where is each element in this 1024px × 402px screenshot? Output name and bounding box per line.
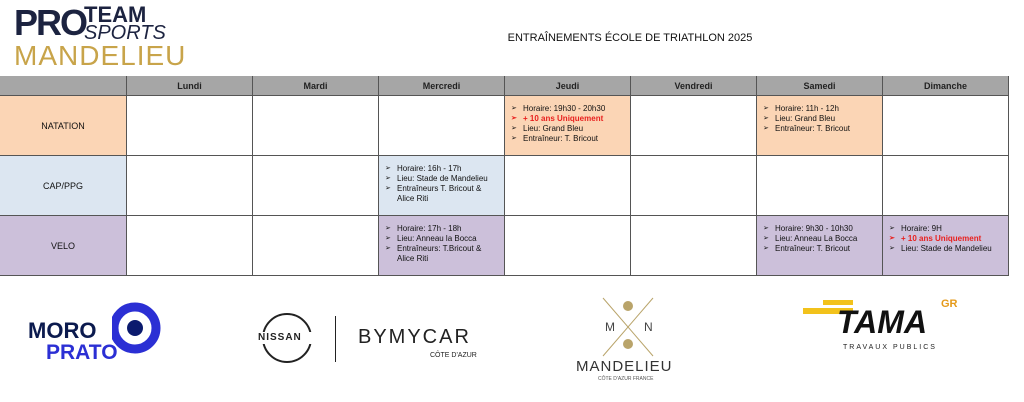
schedule-line: Horaire: 17h - 18h (385, 224, 500, 234)
schedule-cell (253, 156, 379, 216)
schedule-line: Lieu: Anneau la Bocca (385, 234, 500, 244)
sponsor-brand: NISSAN (258, 332, 302, 343)
column-header: Jeudi (505, 76, 631, 96)
sponsor-name: PRATO (46, 341, 118, 364)
sponsor-letter: M (605, 320, 615, 334)
schedule-cell (127, 216, 253, 276)
sponsor-name: MORO (28, 318, 97, 343)
schedule-line: Lieu: Stade de Mandelieu (889, 244, 1004, 254)
schedule-line: Lieu: Stade de Mandelieu (385, 174, 500, 184)
accent-bar (823, 300, 853, 305)
schedule-line: Horaire: 9H (889, 224, 1004, 234)
schedule-cell (757, 156, 883, 216)
schedule-line: Entraîneur: T. Bricout (763, 124, 878, 134)
accent-bar (803, 308, 853, 314)
logo-pro: PRO (14, 2, 88, 43)
sponsor-tagline: TRAVAUX PUBLICS (843, 344, 937, 351)
header-corner (0, 76, 127, 96)
schedule-cell (253, 216, 379, 276)
schedule-line: Lieu: Grand Bleu (511, 124, 626, 134)
schedule-cell (379, 96, 505, 156)
sponsor-name: MANDELIEU (576, 358, 673, 375)
sponsor-icon (112, 302, 161, 354)
schedule-cell (631, 96, 757, 156)
schedule-cell (883, 96, 1009, 156)
sponsor-icon (602, 297, 654, 357)
divider (335, 316, 336, 362)
sponsor-dealer: BYMYCAR (358, 326, 471, 348)
sponsor-name: TAMA (837, 304, 928, 340)
sponsor-icon (255, 313, 319, 363)
sponsor-region: CÔTE D'AZUR (430, 352, 477, 359)
logo-city: MANDELIEU (14, 40, 187, 71)
schedule-cell: Horaire: 9H+ 10 ans UniquementLieu: Stad… (883, 216, 1009, 276)
schedule-cell (127, 156, 253, 216)
logo-sports: SPORTS (84, 22, 166, 44)
schedule-cell: Horaire: 17h - 18hLieu: Anneau la BoccaE… (379, 216, 505, 276)
schedule-cell (505, 216, 631, 276)
schedule-cell: Horaire: 9h30 - 10h30Lieu: Anneau La Boc… (757, 216, 883, 276)
row-label: NATATION (0, 96, 127, 156)
schedule-line: Lieu: Anneau La Bocca (763, 234, 878, 244)
schedule-cell (631, 156, 757, 216)
schedule-line: Horaire: 11h - 12h (763, 104, 878, 114)
schedule-line: Entraîneurs T. Bricout & Alice Riti (385, 184, 500, 204)
schedule-line: Entraîneur: T. Bricout (511, 134, 626, 144)
column-header: Mercredi (379, 76, 505, 96)
column-header: Vendredi (631, 76, 757, 96)
sponsor-tama: TAMA GR TRAVAUX PUBLICS (803, 298, 973, 358)
sponsor-letter: N (644, 320, 653, 334)
sponsor-badge: GR (941, 298, 958, 310)
schedule-line: + 10 ans Uniquement (511, 114, 626, 124)
schedule-cell (631, 216, 757, 276)
column-header: Mardi (253, 76, 379, 96)
schedule-cell: Horaire: 16h - 17hLieu: Stade de Mandeli… (379, 156, 505, 216)
schedule-line: Entraîneur: T. Bricout (763, 244, 878, 254)
sponsor-mandelieu: M N MANDELIEU CÔTE D'AZUR FRANCE (568, 296, 688, 386)
schedule-line: Horaire: 19h30 - 20h30 (511, 104, 626, 114)
schedule-table: Lundi Mardi Mercredi Jeudi Vendredi Samedi Dim… (0, 76, 1009, 276)
club-logo: PRO TEAM SPORTS MANDELIEU (14, 0, 185, 71)
schedule-cell: Horaire: 11h - 12hLieu: Grand BleuEntraî… (757, 96, 883, 156)
row-label: CAP/PPG (0, 156, 127, 216)
schedule-line: Lieu: Grand Bleu (763, 114, 878, 124)
schedule-cell: Horaire: 19h30 - 20h30+ 10 ans Uniquemen… (505, 96, 631, 156)
logo-team: TEAM (84, 2, 147, 27)
schedule-line: Horaire: 16h - 17h (385, 164, 500, 174)
sponsor-nissan: NISSAN BYMYCAR CÔTE D'AZUR (255, 310, 495, 370)
schedule-line: Entraîneurs: T.Bricout & Alice Riti (385, 244, 500, 264)
column-header: Samedi (757, 76, 883, 96)
schedule-cell (253, 96, 379, 156)
schedule-line: Horaire: 9h30 - 10h30 (763, 224, 878, 234)
column-header: Lundi (127, 76, 253, 96)
row-label: VELO (0, 216, 127, 276)
schedule-cell (883, 156, 1009, 216)
schedule-cell (127, 96, 253, 156)
schedule-line: + 10 ans Uniquement (889, 234, 1004, 244)
page-title: ENTRAÎNEMENTS ÉCOLE DE TRIATHLON 2025 (507, 32, 753, 44)
column-header: Dimanche (883, 76, 1009, 96)
sponsor-moro-prato: MORO PRATO (28, 298, 168, 368)
sponsor-tagline: CÔTE D'AZUR FRANCE (598, 376, 654, 382)
schedule-cell (505, 156, 631, 216)
